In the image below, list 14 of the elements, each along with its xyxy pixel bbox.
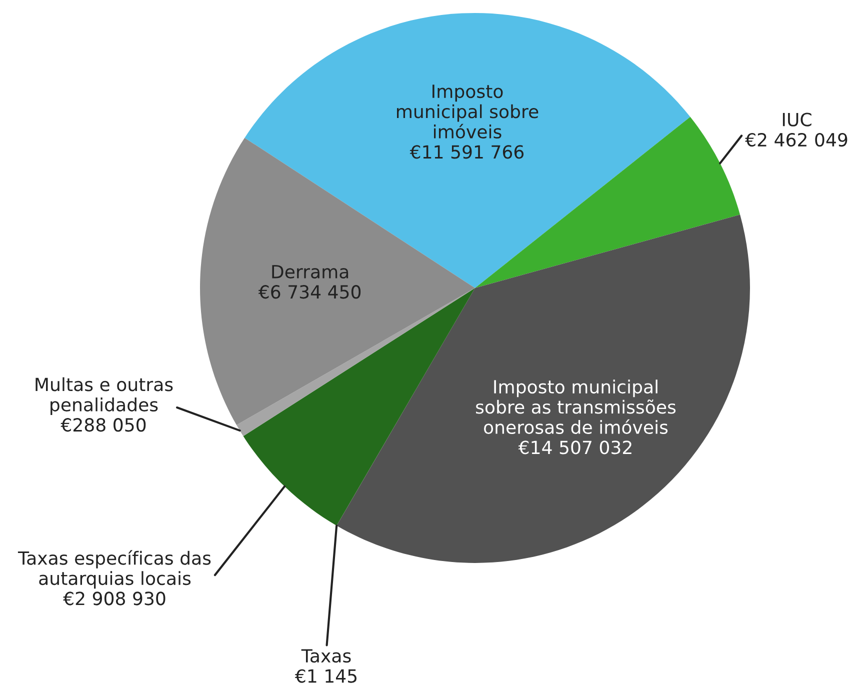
data-label: €14 507 032: [518, 440, 632, 454]
data-label: €288 050: [60, 418, 146, 432]
data-label: €2 462 049: [745, 132, 848, 147]
slice-label: Derrama: [272, 265, 348, 278]
slice-label: Imposto municipal sobre imóveis: [397, 84, 538, 139]
slice-label: Taxas específicas das autarquias locais: [18, 550, 211, 589]
data-label: €6 734 450: [258, 285, 361, 299]
data-label: €11 591 766: [410, 145, 524, 159]
data-label: €1 145: [294, 669, 357, 683]
slice-label: IUC: [782, 112, 812, 126]
slice-label: Multas e outras penalidades: [36, 377, 173, 415]
slice-label: Imposto municipal sobre as transmissões onerosas de imóveis: [476, 380, 676, 434]
slice-label: Taxas: [301, 649, 351, 663]
data-label: €2 908 930: [63, 592, 166, 606]
